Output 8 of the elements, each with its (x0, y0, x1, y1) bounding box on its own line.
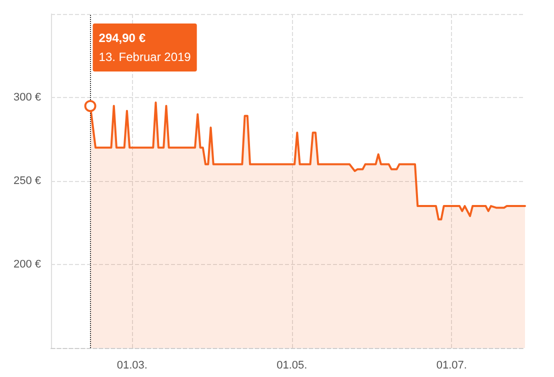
y-tick-label: 300 € (13, 92, 41, 104)
annotation: 294,90 € (98, 31, 146, 45)
annotation: 13. Februar 2019 (98, 50, 192, 64)
x-tick-label: 01.07. (436, 360, 467, 372)
y-tick-label: 200 € (13, 258, 41, 270)
x-tick-label: 01.05. (276, 360, 308, 372)
y-tick-label: 250 € (13, 175, 41, 187)
x-tick-label: 01.03. (116, 360, 148, 372)
